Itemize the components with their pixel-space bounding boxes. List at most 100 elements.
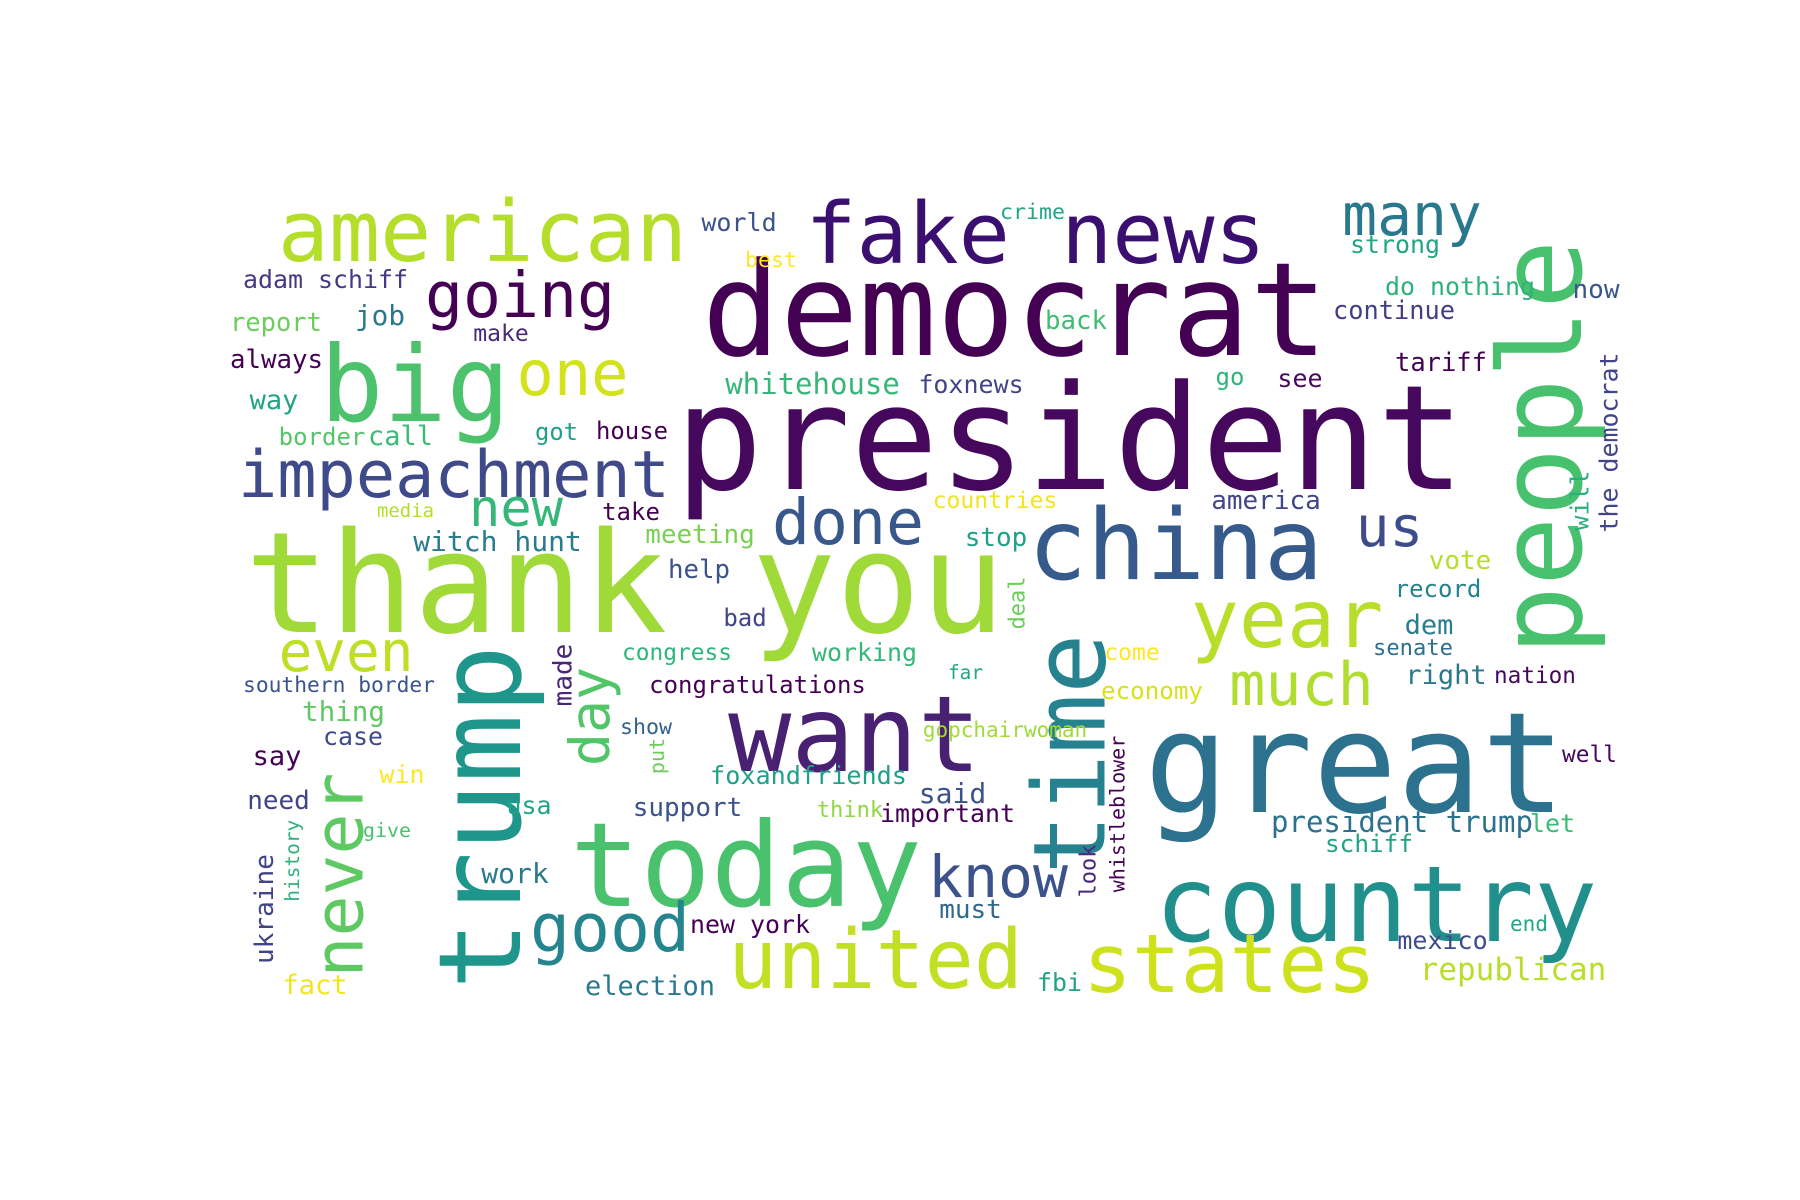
word-tariff: tariff <box>1395 348 1487 379</box>
word-job: job <box>355 299 405 333</box>
word-bad: bad <box>723 604 767 632</box>
word-united: united <box>728 913 1023 1009</box>
word-put: put <box>645 737 669 775</box>
word-election: election <box>585 971 715 1002</box>
word-new: new <box>469 479 563 539</box>
word-ukraine: ukraine <box>249 854 280 964</box>
word-nation: nation <box>1494 662 1576 689</box>
word-end: end <box>1510 911 1548 937</box>
word-senate: senate <box>1373 634 1453 661</box>
word-deal: deal <box>1004 576 1030 630</box>
word-right: right <box>1405 660 1487 691</box>
word-thing: thing <box>302 694 385 728</box>
word-let: let <box>1529 809 1576 838</box>
word-want: want <box>728 674 981 796</box>
word-impeachment: impeachment <box>238 437 670 514</box>
word-help: help <box>668 555 730 586</box>
word-working: working <box>812 638 917 668</box>
word-back: back <box>1045 306 1107 337</box>
word-house: house <box>596 416 668 445</box>
word-usa: usa <box>506 791 552 820</box>
word-do-nothing: do nothing <box>1385 271 1535 301</box>
word-think: think <box>816 798 884 823</box>
word-much: much <box>1229 650 1374 720</box>
word-vote: vote <box>1428 546 1492 576</box>
word-record: record <box>1394 575 1482 603</box>
word-support: support <box>632 793 743 823</box>
word-congratulations: congratulations <box>649 671 866 699</box>
word-going: going <box>425 257 615 332</box>
word-report: report <box>230 307 322 338</box>
word-history: history <box>280 820 304 902</box>
word-china: china <box>1027 489 1323 603</box>
word-one: one <box>516 337 629 410</box>
word-call: call <box>368 420 433 452</box>
word-know: know <box>928 842 1068 911</box>
word-adam-schiff: adam schiff <box>243 265 408 295</box>
word-said: said <box>918 777 987 810</box>
word-country: country <box>1154 844 1598 966</box>
word-many: many <box>1342 181 1482 249</box>
word-congress: congress <box>622 640 732 667</box>
word-fake-news: fake news <box>805 185 1266 284</box>
word-case: case <box>323 722 383 752</box>
word-important: important <box>880 798 1015 828</box>
word-southern-border: southern border <box>243 673 435 699</box>
word-work: work <box>481 857 549 890</box>
word-dem: dem <box>1404 610 1454 641</box>
word-the-democrat: the democrat <box>1594 352 1624 532</box>
word-always: always <box>230 345 323 376</box>
word-economy: economy <box>1101 677 1203 706</box>
word-whistleblower: whistleblower <box>1104 735 1129 893</box>
word-president: president <box>675 355 1465 525</box>
word-must: must <box>939 895 1002 925</box>
word-year: year <box>1190 573 1384 666</box>
word-win: win <box>379 760 425 789</box>
word-give: give <box>363 818 411 842</box>
word-done: done <box>772 485 924 560</box>
word-world: world <box>701 208 777 237</box>
word-got: got <box>535 418 578 447</box>
word-foxnews: foxnews <box>918 370 1024 399</box>
word-today: today <box>570 797 922 935</box>
word-meeting: meeting <box>645 520 755 550</box>
word-border: border <box>278 423 366 451</box>
word-best: best <box>745 248 797 274</box>
word-big: big <box>320 323 510 447</box>
word-stop: stop <box>964 523 1028 553</box>
word-see: see <box>1277 364 1323 393</box>
word-made: made <box>548 643 578 707</box>
word-take: take <box>602 498 660 526</box>
word-way: way <box>249 385 299 416</box>
word-now: now <box>1572 275 1620 305</box>
word-us: us <box>1355 495 1424 560</box>
word-whitehouse: whitehouse <box>725 367 900 401</box>
word-fact: fact <box>282 970 348 1001</box>
word-well: well <box>1562 742 1617 769</box>
word-need: need <box>247 786 310 816</box>
word-say: say <box>252 741 302 772</box>
word-strong: strong <box>1350 229 1440 259</box>
word-witch-hunt: witch hunt <box>413 525 582 558</box>
word-far: far <box>948 661 983 685</box>
word-america: america <box>1211 486 1321 516</box>
word-president-trump: president trump <box>1271 805 1533 839</box>
word-continue: continue <box>1333 295 1455 326</box>
word-countries: countries <box>932 488 1058 514</box>
word-good: good <box>530 889 690 968</box>
word-go: go <box>1215 363 1245 391</box>
word-never: never <box>299 773 379 978</box>
word-schiff: schiff <box>1325 828 1413 858</box>
word-media: media <box>377 499 434 522</box>
word-crime: crime <box>1000 200 1065 226</box>
word-will: will <box>1566 469 1595 531</box>
word-come: come <box>1104 640 1160 666</box>
word-new-york: new york <box>690 909 810 939</box>
word-foxandfriends: foxandfriends <box>710 760 907 790</box>
word-fbi: fbi <box>1037 968 1082 998</box>
word-mexico: mexico <box>1397 926 1488 955</box>
word-look: look <box>1075 844 1101 898</box>
word-states: states <box>1083 918 1376 1013</box>
word-democrat: democrat <box>701 234 1329 386</box>
word-great: great <box>1144 683 1566 846</box>
